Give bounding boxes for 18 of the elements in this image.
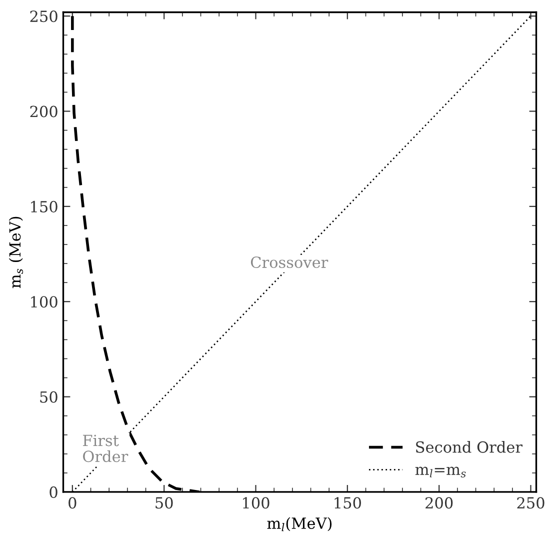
y-axis-title: m$_{s}$ (MeV) xyxy=(8,216,24,288)
x-tick-label: 200 xyxy=(426,497,453,509)
y-tick-label: 250 xyxy=(30,10,58,22)
y-tick-label: 50 xyxy=(40,391,58,403)
annotation: Crossover xyxy=(250,256,328,268)
x-tick-label: 150 xyxy=(334,497,361,509)
x-tick-label: 100 xyxy=(243,497,270,509)
x-tick-label: 250 xyxy=(517,497,544,509)
y-tick-label: 0 xyxy=(50,486,58,498)
y-tick-label: 150 xyxy=(31,200,58,212)
x-tick-label: 0 xyxy=(68,497,76,509)
legend-label: Second Order xyxy=(416,441,522,453)
y-tick-label: 200 xyxy=(30,106,58,118)
legend-label: m$_{l}$=m$_{s}$ xyxy=(415,466,466,478)
y-tick-label: 100 xyxy=(31,296,58,308)
x-tick-label: 50 xyxy=(156,497,173,509)
x-axis-title: m$_{l}$(MeV) xyxy=(267,517,332,532)
annotation: First Order xyxy=(83,434,128,462)
